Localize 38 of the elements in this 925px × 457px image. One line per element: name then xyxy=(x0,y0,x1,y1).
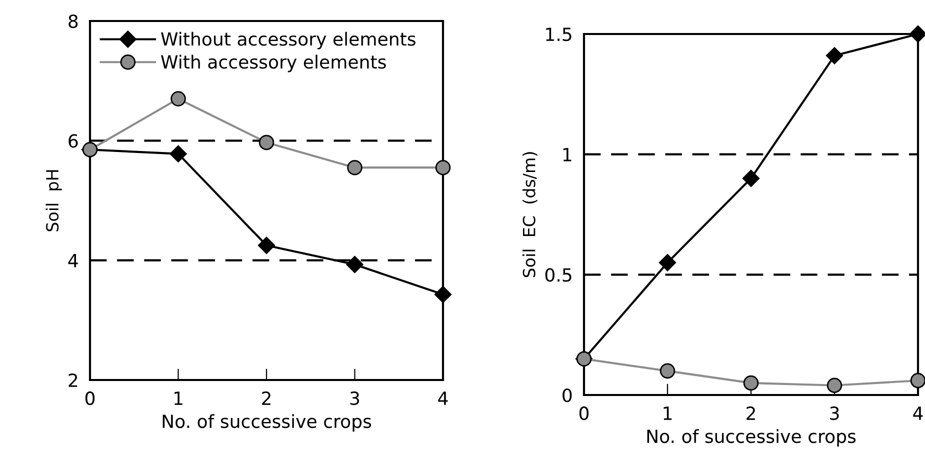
y-tick-label: 1.5 xyxy=(546,28,572,42)
x-tick-label: 0 xyxy=(579,406,589,420)
point xyxy=(258,236,276,254)
x-tick-label: 4 xyxy=(913,406,923,420)
x-axis-title: No. of successive crops xyxy=(162,414,372,432)
point xyxy=(434,286,452,303)
y-tick-label: 8 xyxy=(68,14,78,28)
point xyxy=(346,256,364,274)
point xyxy=(826,378,842,394)
point xyxy=(347,160,362,176)
y-tick-label: 1 xyxy=(563,148,572,162)
point xyxy=(170,91,186,106)
x-tick-label: 0 xyxy=(85,391,95,406)
point xyxy=(258,134,274,150)
x-tick-label: 1 xyxy=(664,406,672,420)
point xyxy=(170,145,187,162)
point xyxy=(658,254,676,272)
x-tick-label: 1 xyxy=(174,392,182,405)
y-tick-label: 4 xyxy=(68,254,78,268)
legend-label: Without accessory elements xyxy=(161,32,416,50)
point xyxy=(742,170,760,187)
x-tick-label: 3 xyxy=(350,391,360,406)
point xyxy=(826,47,844,64)
x-tick-label: 3 xyxy=(830,406,839,420)
point xyxy=(910,372,925,388)
y-axis-title: Soil EC (ds/m) xyxy=(522,152,538,278)
x-tick-label: 2 xyxy=(262,391,270,405)
y-axis-title: Soil pH xyxy=(46,170,62,232)
y-tick-label: 6 xyxy=(68,134,78,148)
point xyxy=(743,375,759,391)
y-tick-label: 0.5 xyxy=(545,268,572,282)
point xyxy=(435,160,451,176)
x-tick-label: 4 xyxy=(438,392,448,405)
x-axis-title: No. of successive crops xyxy=(647,429,856,447)
legend-label: With accessory elements xyxy=(161,54,386,72)
x-tick-label: 2 xyxy=(746,406,755,420)
point xyxy=(660,363,676,379)
y-tick-label: 2 xyxy=(68,373,78,387)
